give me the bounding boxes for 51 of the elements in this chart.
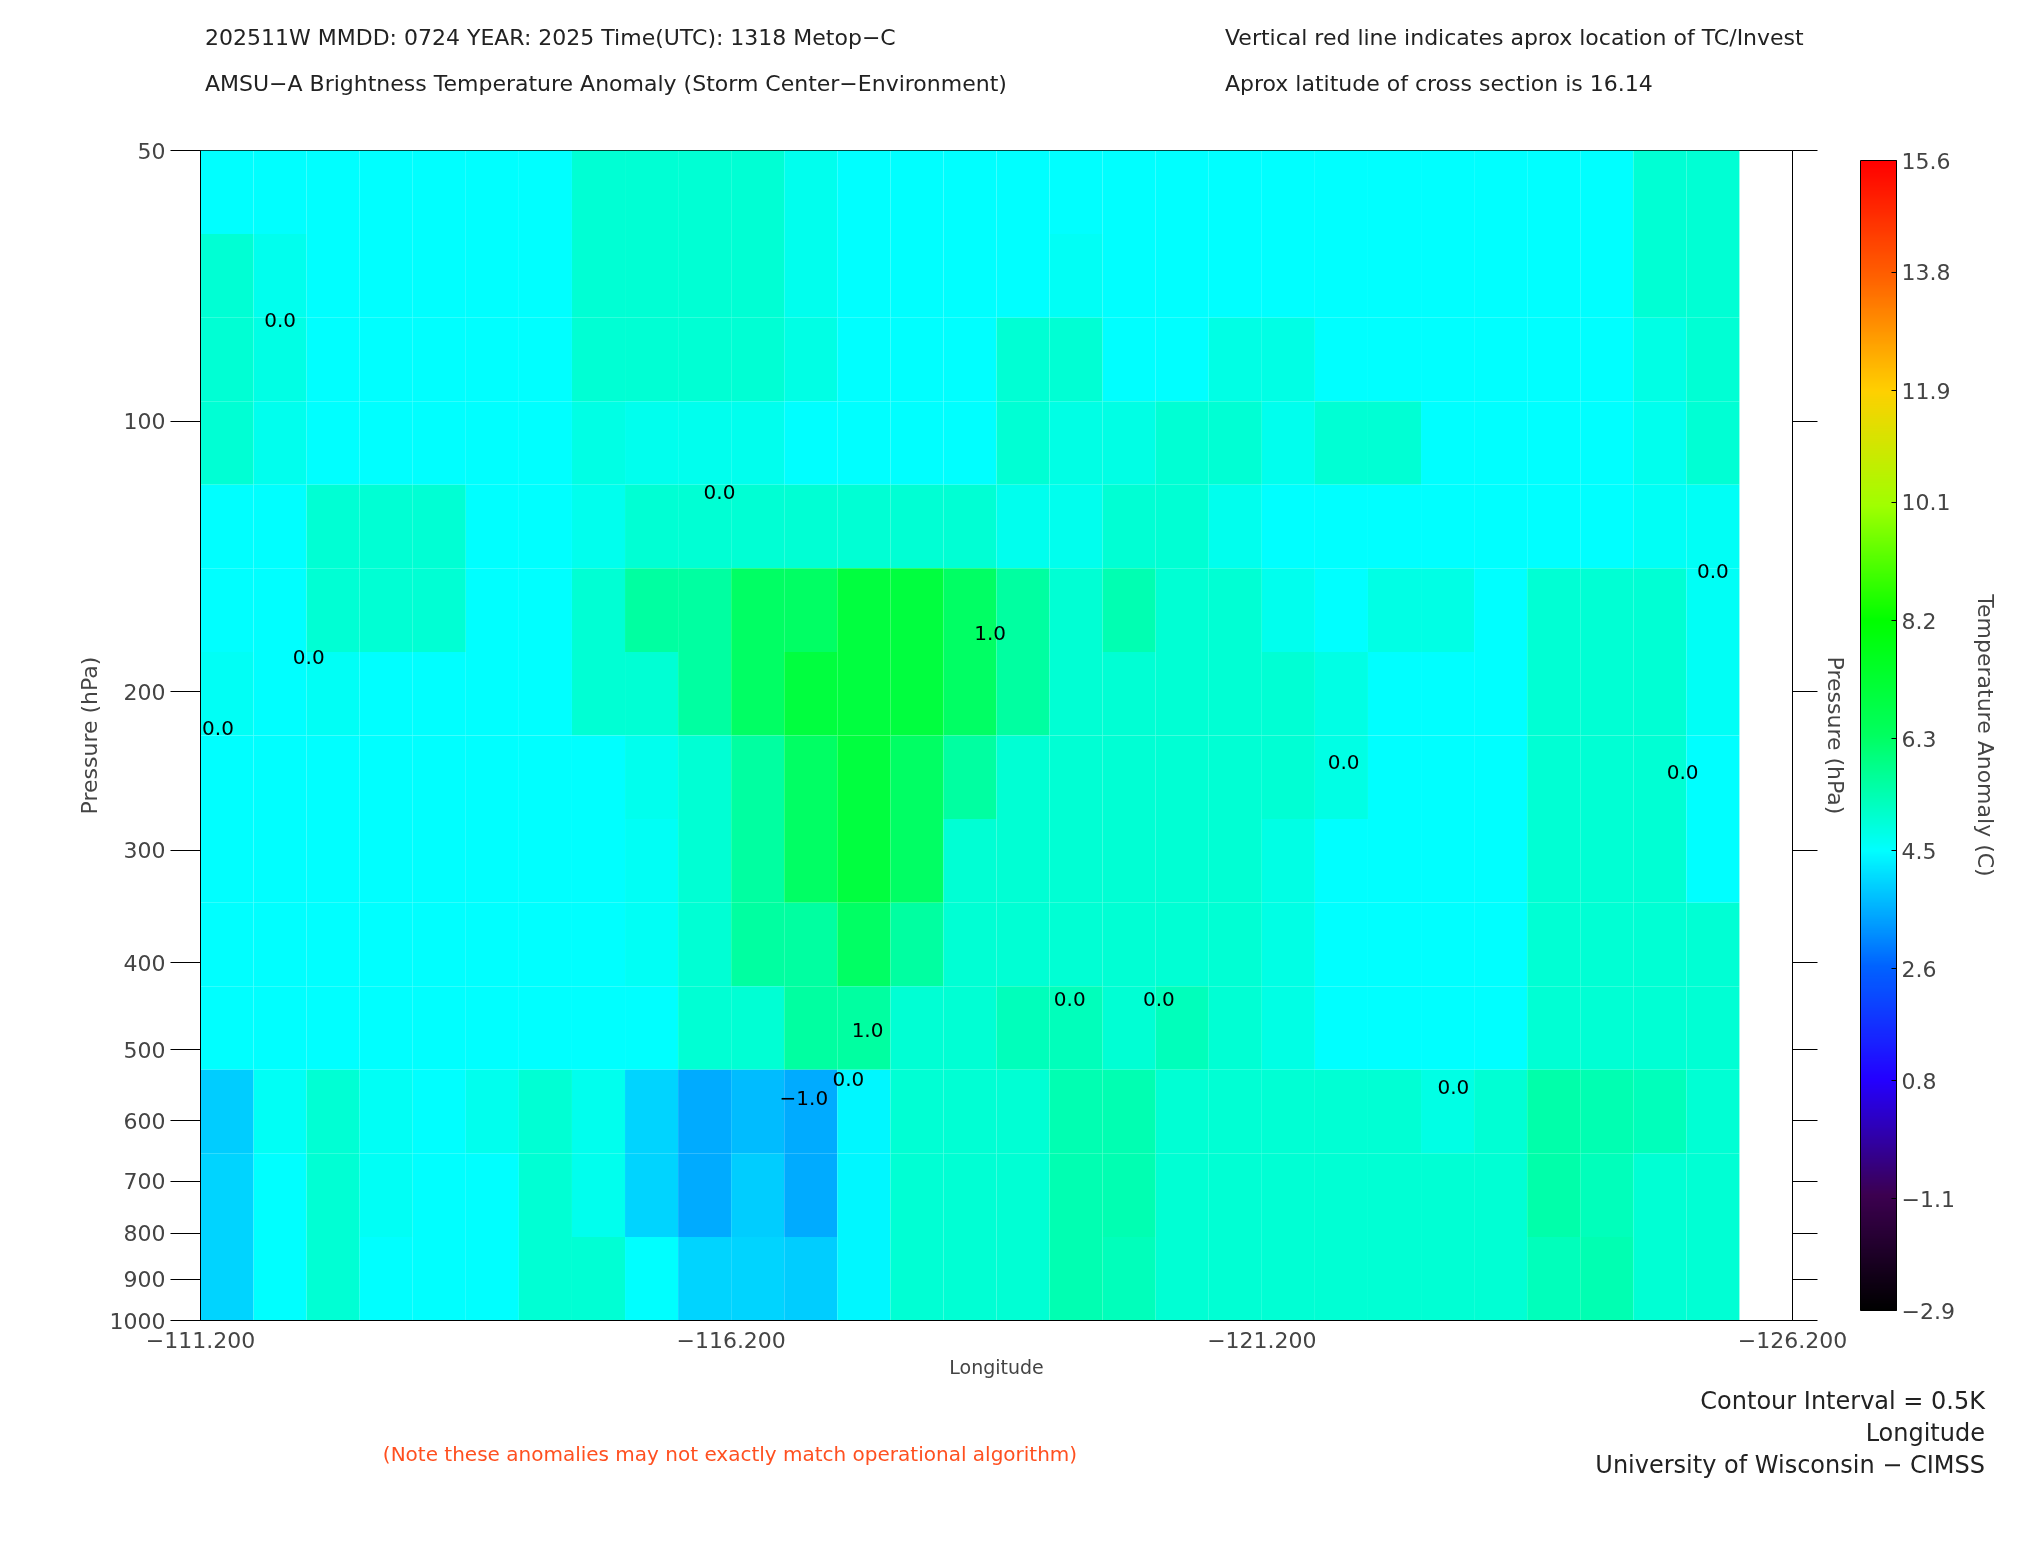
text: (Note these anomalies may not exactly match operational algorithm) [382, 1441, 1078, 1468]
y-tick-label: 100 [123, 409, 166, 435]
text: University of Wisconsin − CIMSS [1595, 1451, 1985, 1479]
annotation: 0.0 [1142, 986, 1175, 1011]
annotation: 0.0 [264, 308, 297, 333]
x-tick-label: −126.200 [1737, 1327, 1848, 1353]
y-tick-label: 300 [123, 838, 166, 864]
color-bar-label: 8.2 [1901, 608, 1937, 634]
annotation: −1.0 [779, 1086, 829, 1111]
color-bar-title: Temperature Anomaly (C) [1972, 593, 1998, 877]
color-bar-label: 10.1 [1901, 490, 1951, 516]
x-tick-label: −116.200 [676, 1327, 786, 1353]
chart-subtitle: AMSU−A Brightness Temperature Anomaly (Storm Center−Environment) [205, 71, 1007, 96]
annotation: 0.0 [1697, 558, 1729, 583]
annotation: 0.0 [292, 645, 325, 670]
color-bar-label: 4.5 [1901, 838, 1937, 864]
y-tick-label: 200 [123, 679, 166, 705]
annotation: 0.0 [703, 480, 736, 505]
color-bar-label: 0.8 [1901, 1068, 1937, 1094]
chart-title: 202511W MMDD: 0724 YEAR: 2025 Time(UTC): 1318 Metop−C [205, 25, 896, 50]
y-tick-label: 400 [123, 950, 166, 976]
annotation: 1.0 [974, 620, 1007, 645]
text: Aprox latitude of cross section is 16.14 [1225, 71, 1653, 96]
text: Longitude [1865, 1419, 1985, 1447]
y-tick-label: 1000 [109, 1308, 166, 1334]
annotation: 0.0 [1327, 750, 1360, 775]
annotation: 0.0 [832, 1067, 865, 1092]
y-tick-label: 900 [123, 1267, 166, 1293]
annotation: 0.0 [202, 716, 234, 741]
color-bar-label: 2.6 [1901, 956, 1937, 982]
y2-axis-title: Pressure (hPa) [1822, 656, 1848, 815]
color-bar-label: 13.8 [1901, 260, 1951, 286]
annotation: 0.0 [1053, 986, 1086, 1011]
text: Vertical red line indicates aprox location of TC/Invest [1225, 25, 1804, 50]
y-tick-label: 50 [137, 138, 166, 164]
color-bar-label: −2.9 [1901, 1298, 1955, 1324]
y-tick-label: 700 [123, 1169, 166, 1195]
y-tick-label: 600 [123, 1108, 166, 1134]
annotation: 1.0 [851, 1018, 884, 1043]
x-tick-label: −121.200 [1207, 1327, 1317, 1353]
x-axis-title: Longitude [949, 1355, 1044, 1378]
y-axis-title: Pressure (hPa) [76, 656, 102, 815]
y-tick-label: 800 [123, 1221, 166, 1247]
color-bar-label: 11.9 [1901, 378, 1951, 404]
text: Contour Interval = 0.5K [1700, 1387, 1985, 1415]
color-bar-label: 15.6 [1901, 148, 1951, 174]
annotation: 0.0 [1437, 1074, 1470, 1099]
color-bar-label: −1.1 [1901, 1186, 1955, 1212]
y-tick-label: 500 [123, 1037, 166, 1063]
annotation: 0.0 [1666, 759, 1699, 784]
color-bar-label: 6.3 [1901, 726, 1937, 752]
